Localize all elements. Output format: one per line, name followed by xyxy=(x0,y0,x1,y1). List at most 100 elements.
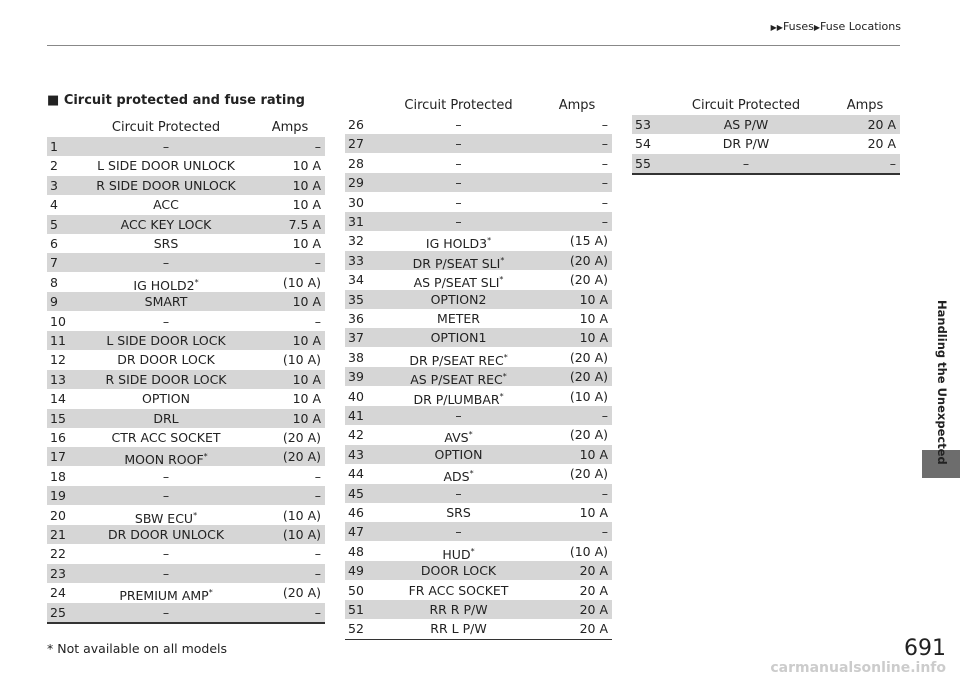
circuit-text: IG HOLD3 xyxy=(425,236,488,252)
circuit-text: CTR ACC SOCKET xyxy=(111,430,221,445)
fuse-amps: – xyxy=(314,255,321,271)
circuit-text: DR DOOR UNLOCK xyxy=(107,527,225,542)
fuse-amps: 20 A xyxy=(579,602,608,617)
fuse-number: 3 xyxy=(50,177,58,193)
circuit-name: – xyxy=(375,154,542,173)
fuse-number: 37 xyxy=(348,330,364,346)
footnote-mark: * xyxy=(500,255,505,265)
circuit-name: – xyxy=(662,154,830,173)
fuse-amps: 10 A xyxy=(579,330,608,346)
column-header: Amps xyxy=(846,98,884,113)
fuse-number: 23 xyxy=(50,565,66,581)
circuit-text: – xyxy=(162,488,170,504)
footnote-mark: * xyxy=(470,546,475,556)
fuse-amps: 10 A xyxy=(292,177,321,193)
fuse-amps: – xyxy=(601,485,608,501)
circuit-name: DRL xyxy=(77,409,255,428)
circuit-text: HUD xyxy=(442,546,471,562)
footnote-mark: * xyxy=(469,469,474,479)
fuse-amps: (20 A) xyxy=(569,252,608,268)
fuse-number: 10 xyxy=(50,313,66,329)
fuse-amps: – xyxy=(601,117,608,132)
fuse-amps: 10 A xyxy=(579,446,608,462)
fuse-number: 46 xyxy=(348,505,364,520)
fuse-amps: (10 A) xyxy=(569,543,608,559)
circuit-text: L SIDE DOOR LOCK xyxy=(106,333,226,348)
fuse-number: 53 xyxy=(635,117,651,132)
circuit-name: OPTION xyxy=(375,445,542,464)
circuit-name: SRS xyxy=(375,503,542,522)
circuit-text: PREMIUM AMP xyxy=(119,588,209,604)
circuit-name: SBW ECU* xyxy=(77,506,255,528)
row-shade xyxy=(47,525,325,544)
circuit-text: – xyxy=(455,214,462,229)
fuse-number: 35 xyxy=(348,291,364,307)
fuse-number: 48 xyxy=(348,543,364,559)
footnote-mark: * xyxy=(203,452,208,462)
circuit-text: OPTION xyxy=(434,446,483,462)
row-shade xyxy=(632,115,900,134)
fuse-amps: (10 A) xyxy=(282,274,321,290)
circuit-name: OPTION1 xyxy=(375,328,542,347)
circuit-text: – xyxy=(162,546,170,562)
fuse-number: 24 xyxy=(50,585,66,601)
fuse-amps: – xyxy=(314,604,321,620)
circuit-text: MOON ROOF xyxy=(124,452,204,468)
circuit-text: OPTION2 xyxy=(430,291,487,307)
fuse-number: 14 xyxy=(50,391,66,407)
circuit-text: – xyxy=(455,175,462,191)
circuit-name: RR R P/W xyxy=(375,600,542,619)
fuse-amps: (15 A) xyxy=(569,233,608,249)
footnote-mark: * xyxy=(193,510,198,520)
row-shade xyxy=(47,486,325,506)
fuse-amps: 10 A xyxy=(579,311,608,326)
fuse-amps: – xyxy=(601,408,608,423)
fuse-amps: (20 A) xyxy=(569,466,608,482)
row-shade xyxy=(47,214,325,234)
fuse-amps: – xyxy=(314,468,321,484)
circuit-name: R SIDE DOOR UNLOCK xyxy=(77,176,255,195)
fuse-amps: 10 A xyxy=(292,294,321,310)
circuit-text: ACC KEY LOCK xyxy=(120,216,212,232)
table-rule xyxy=(345,638,612,641)
circuit-name: HUD* xyxy=(375,542,542,564)
circuit-text: – xyxy=(455,117,462,132)
circuit-name: – xyxy=(375,193,542,212)
fuse-amps: – xyxy=(601,136,608,152)
circuit-name: IG HOLD3* xyxy=(375,231,542,253)
fuse-number: 39 xyxy=(348,369,364,385)
circuit-name: IG HOLD2* xyxy=(77,273,255,295)
fuse-number: 7 xyxy=(50,255,58,271)
row-shade xyxy=(345,250,612,270)
fuse-amps: 10 A xyxy=(292,333,321,348)
circuit-text: AS P/W xyxy=(723,117,769,132)
circuit-text: SRS xyxy=(446,505,471,520)
fuse-number: 9 xyxy=(50,294,58,310)
fuse-number: 27 xyxy=(348,136,364,152)
circuit-name: R SIDE DOOR LOCK xyxy=(77,370,255,389)
circuit-text: – xyxy=(455,155,462,171)
circuit-name: ACC KEY LOCK xyxy=(77,215,255,234)
fuse-number: 33 xyxy=(348,252,364,268)
footnote-mark: * xyxy=(208,588,213,598)
column-header: Circuit Protected xyxy=(111,120,221,135)
circuit-text: AS P/SEAT SLI xyxy=(413,275,500,291)
circuit-name: CTR ACC SOCKET xyxy=(77,428,255,447)
section-title: Circuit protected and fuse rating xyxy=(63,93,305,108)
footnote-mark: * xyxy=(499,391,504,401)
row-shade xyxy=(345,561,612,581)
circuit-text: RR L P/W xyxy=(430,621,487,637)
circuit-text: R SIDE DOOR UNLOCK xyxy=(96,177,236,193)
row-shade xyxy=(345,173,612,193)
fuse-amps: (20 A) xyxy=(282,449,321,465)
circuit-text: – xyxy=(455,485,462,501)
circuit-text: SBW ECU xyxy=(134,510,194,526)
circuit-text: OPTION1 xyxy=(430,330,487,346)
circuit-name: – xyxy=(77,544,255,563)
circuit-text: DR DOOR LOCK xyxy=(117,352,215,368)
circuit-name: RR L P/W xyxy=(375,619,542,638)
row-shade xyxy=(345,289,612,309)
fuse-amps: 7.5 A xyxy=(288,216,321,232)
circuit-text: – xyxy=(162,565,170,581)
circuit-name: MOON ROOF* xyxy=(77,447,255,469)
